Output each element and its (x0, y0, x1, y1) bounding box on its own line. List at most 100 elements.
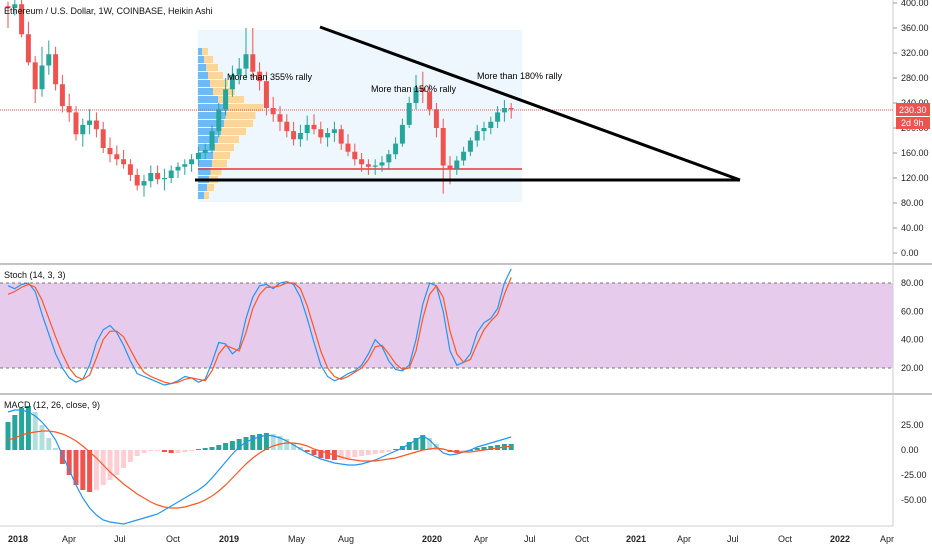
candle-body (243, 54, 249, 69)
time-tick-label: 2020 (422, 534, 442, 544)
candles[interactable] (5, 0, 514, 197)
stoch-tick-label: 20.00 (901, 363, 924, 373)
candle-body (53, 54, 59, 85)
volume-profile-down (228, 104, 263, 111)
macd-histogram-bar (121, 450, 127, 468)
volume-profile-down (218, 136, 239, 143)
price-badge-value: 230.30 (899, 105, 927, 115)
volume-profile-up (198, 160, 212, 167)
candle-body (216, 109, 222, 132)
candle-body (263, 81, 269, 108)
candle-body (93, 120, 99, 130)
macd-histogram-bar (127, 450, 133, 462)
volume-profile-down (221, 128, 246, 135)
price-tick-label: 40.00 (901, 223, 924, 233)
candle-body (345, 143, 351, 152)
candle-body (277, 114, 283, 122)
stoch-tick-label: 80.00 (901, 278, 924, 288)
macd-histogram-bar (508, 444, 514, 450)
candle-body (73, 112, 79, 135)
time-tick-label: 2022 (830, 534, 850, 544)
candle-body (32, 62, 38, 90)
candle-body (467, 140, 473, 152)
volume-profile-down (213, 152, 230, 159)
candle-body (250, 54, 256, 72)
time-tick-label: Oct (575, 534, 590, 544)
candle-body (209, 131, 215, 150)
volume-profile-down (207, 184, 214, 191)
macd-histogram (5, 406, 514, 492)
volume-profile-down (210, 80, 228, 87)
triangle-upper-trendline[interactable] (319, 25, 741, 182)
candle-body (80, 124, 86, 135)
annotation-150[interactable]: More than 150% rally (371, 84, 457, 94)
candle-body (59, 84, 65, 107)
macd-histogram-bar (311, 450, 317, 455)
time-axis[interactable]: 2018 Apr Jul Oct 2019 May Aug 2020 Apr Jul Oct 2021… (8, 534, 894, 544)
volume-profile-down (218, 96, 244, 103)
volume-profile-down (204, 56, 213, 63)
candle-body (284, 121, 290, 132)
candle-body (420, 87, 426, 92)
chart-title: Ethereum / U.S. Dollar, 1W, COINBASE, He… (4, 6, 213, 16)
candle-body (399, 124, 405, 144)
macd-histogram-bar (325, 450, 331, 459)
macd-axis[interactable]: 25.00 0.00 -25.00 -50.00 (901, 420, 927, 505)
stoch-axis[interactable]: 80.00 60.00 40.00 20.00 (901, 278, 924, 373)
volume-profile-up (198, 88, 213, 95)
macd-histogram-bar (243, 437, 249, 450)
price-tick-label: 120.00 (901, 173, 929, 183)
macd-tick-label: 0.00 (901, 445, 919, 455)
macd-histogram-bar (359, 450, 365, 456)
price-tick-label: 280.00 (901, 73, 929, 83)
candle-body (447, 165, 453, 169)
macd-histogram-bar (87, 450, 93, 492)
time-tick-label: 2018 (8, 534, 28, 544)
time-tick-label: 2019 (219, 534, 239, 544)
macd-histogram-bar (53, 448, 59, 450)
macd-histogram-bar (270, 434, 276, 450)
candle-body (257, 71, 263, 82)
candle-body (141, 181, 147, 186)
candle-body (440, 128, 446, 166)
volume-profile-up (198, 48, 202, 55)
volume-profile-down (210, 168, 222, 175)
candle-body (508, 108, 514, 110)
candle-body (121, 159, 127, 165)
macd-title[interactable]: MACD (12, 26, close, 9) (4, 400, 100, 410)
candle-body (229, 74, 235, 90)
candle-body (461, 151, 467, 161)
stoch-k-line (7, 268, 512, 386)
volume-profile-up (198, 104, 228, 111)
candle-body (427, 91, 433, 110)
candle-body (270, 108, 276, 115)
price-tick-label: 360.00 (901, 23, 929, 33)
macd-histogram-bar (393, 449, 399, 450)
macd-histogram-bar (182, 450, 188, 452)
price-tick-label: 400.00 (901, 0, 929, 8)
candle-body (182, 164, 188, 167)
annotation-180[interactable]: More than 180% rally (477, 71, 563, 81)
macd-histogram-bar (216, 445, 222, 450)
candle-body (202, 149, 208, 153)
macd-histogram-bar (25, 406, 31, 450)
volume-profile-up (198, 136, 218, 143)
volume-profile-up (198, 72, 208, 79)
macd-histogram-bar (386, 450, 392, 452)
macd-histogram-bar (420, 435, 426, 450)
candle-body (161, 178, 167, 180)
stoch-title[interactable]: Stoch (14, 3, 3) (4, 270, 66, 280)
candle-body (100, 129, 106, 148)
time-tick-label: Jul (524, 534, 536, 544)
macd-histogram-bar (195, 449, 201, 450)
macd-histogram-bar (100, 450, 106, 485)
candle-body (175, 166, 181, 171)
candle-body (189, 159, 195, 165)
annotation-355[interactable]: More than 355% rally (227, 72, 313, 82)
macd-histogram-bar (107, 450, 113, 480)
macd-histogram-bar (66, 450, 72, 475)
macd-histogram-bar (202, 448, 208, 450)
candle-body (87, 120, 93, 125)
macd-histogram-bar (223, 443, 229, 450)
